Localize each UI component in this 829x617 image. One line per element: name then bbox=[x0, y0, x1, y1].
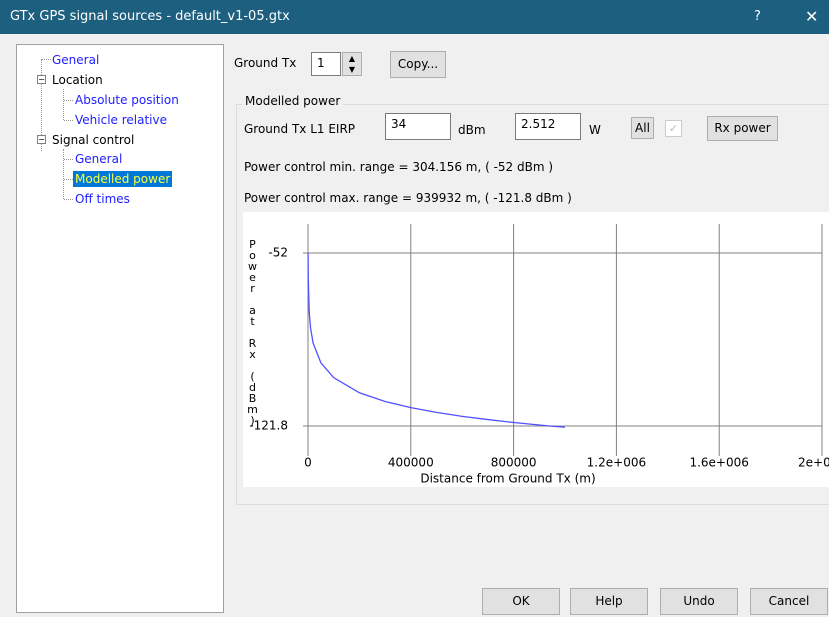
undo-button[interactable]: Undo bbox=[660, 588, 738, 615]
x-tick-label: 400000 bbox=[388, 456, 434, 470]
all-button[interactable]: All bbox=[631, 117, 654, 139]
tree-line bbox=[63, 89, 64, 120]
y-axis-title: Power at Rx (dBm) bbox=[246, 238, 259, 425]
tree-item[interactable]: Absolute position bbox=[75, 93, 179, 107]
x-tick-label: 800000 bbox=[491, 456, 537, 470]
help-button[interactable]: ? bbox=[754, 9, 761, 24]
tree-item[interactable]: Signal control bbox=[52, 133, 135, 147]
eirp-input[interactable]: 34 bbox=[385, 113, 451, 140]
tree-item[interactable]: Off times bbox=[75, 192, 130, 206]
label: Ground Tx bbox=[234, 56, 297, 70]
tree-item[interactable]: General bbox=[75, 152, 123, 166]
window-title: GTx GPS signal sources - default_v1-05.g… bbox=[10, 9, 290, 24]
power-curve bbox=[307, 252, 566, 428]
unit-label: dBm bbox=[458, 123, 486, 137]
tree-line bbox=[64, 199, 73, 200]
copy-button[interactable]: Copy... bbox=[390, 51, 446, 78]
tree-line bbox=[63, 149, 64, 199]
ok-button[interactable]: OK bbox=[482, 588, 560, 615]
tree-line bbox=[41, 59, 42, 151]
info-text: Power control max. range = 939932 m, ( -… bbox=[244, 191, 572, 205]
spin-buttons[interactable]: ▲ ▼ bbox=[342, 52, 362, 76]
ground-tx-input[interactable]: 1 bbox=[311, 52, 341, 76]
checkbox[interactable]: ✓ bbox=[665, 120, 682, 137]
title-bar: GTx GPS signal sources - default_v1-05.g… bbox=[0, 0, 829, 34]
tree-line bbox=[64, 159, 73, 160]
tree-item[interactable]: General bbox=[52, 53, 100, 67]
x-tick-label: 0 bbox=[304, 456, 312, 470]
y-tick-label: -121.8 bbox=[249, 419, 288, 433]
collapse-toggle[interactable]: − bbox=[37, 75, 46, 84]
rx-power-button[interactable]: Rx power bbox=[707, 116, 778, 141]
unit-label: W bbox=[589, 123, 601, 137]
chart: Distance from Ground Tx (m) 0 400000 80000… bbox=[249, 224, 829, 486]
tree-item[interactable]: Vehicle relative bbox=[75, 113, 167, 127]
x-tick-label: 2e+006 bbox=[798, 456, 829, 470]
x-tick-label: 1.6e+006 bbox=[689, 456, 748, 470]
label: Ground Tx L1 EIRP bbox=[244, 122, 356, 136]
help-button[interactable]: Help bbox=[570, 588, 648, 615]
group-title: Modelled power bbox=[242, 94, 344, 108]
cancel-button[interactable]: Cancel bbox=[750, 588, 828, 615]
info-text: Power control min. range = 304.156 m, ( … bbox=[244, 160, 554, 174]
y-tick-label: -52 bbox=[268, 246, 288, 260]
close-button[interactable]: ✕ bbox=[805, 7, 819, 26]
tree-view: − − General Location Absolute position V… bbox=[16, 44, 224, 613]
tree-line bbox=[42, 59, 51, 60]
tree-line bbox=[64, 120, 73, 121]
chart-panel: Distance from Ground Tx (m) 0 400000 80000… bbox=[243, 212, 829, 487]
tree-line bbox=[64, 179, 73, 180]
tree-item[interactable]: Modelled power bbox=[73, 171, 173, 187]
tree-line bbox=[64, 100, 73, 101]
tree-item[interactable]: Location bbox=[52, 73, 103, 87]
watts-input[interactable]: 2.512 bbox=[515, 113, 581, 140]
collapse-toggle[interactable]: − bbox=[37, 135, 46, 144]
x-tick-label: 1.2e+006 bbox=[587, 456, 646, 470]
group-box bbox=[236, 104, 829, 505]
x-axis-title: Distance from Ground Tx (m) bbox=[420, 472, 595, 486]
